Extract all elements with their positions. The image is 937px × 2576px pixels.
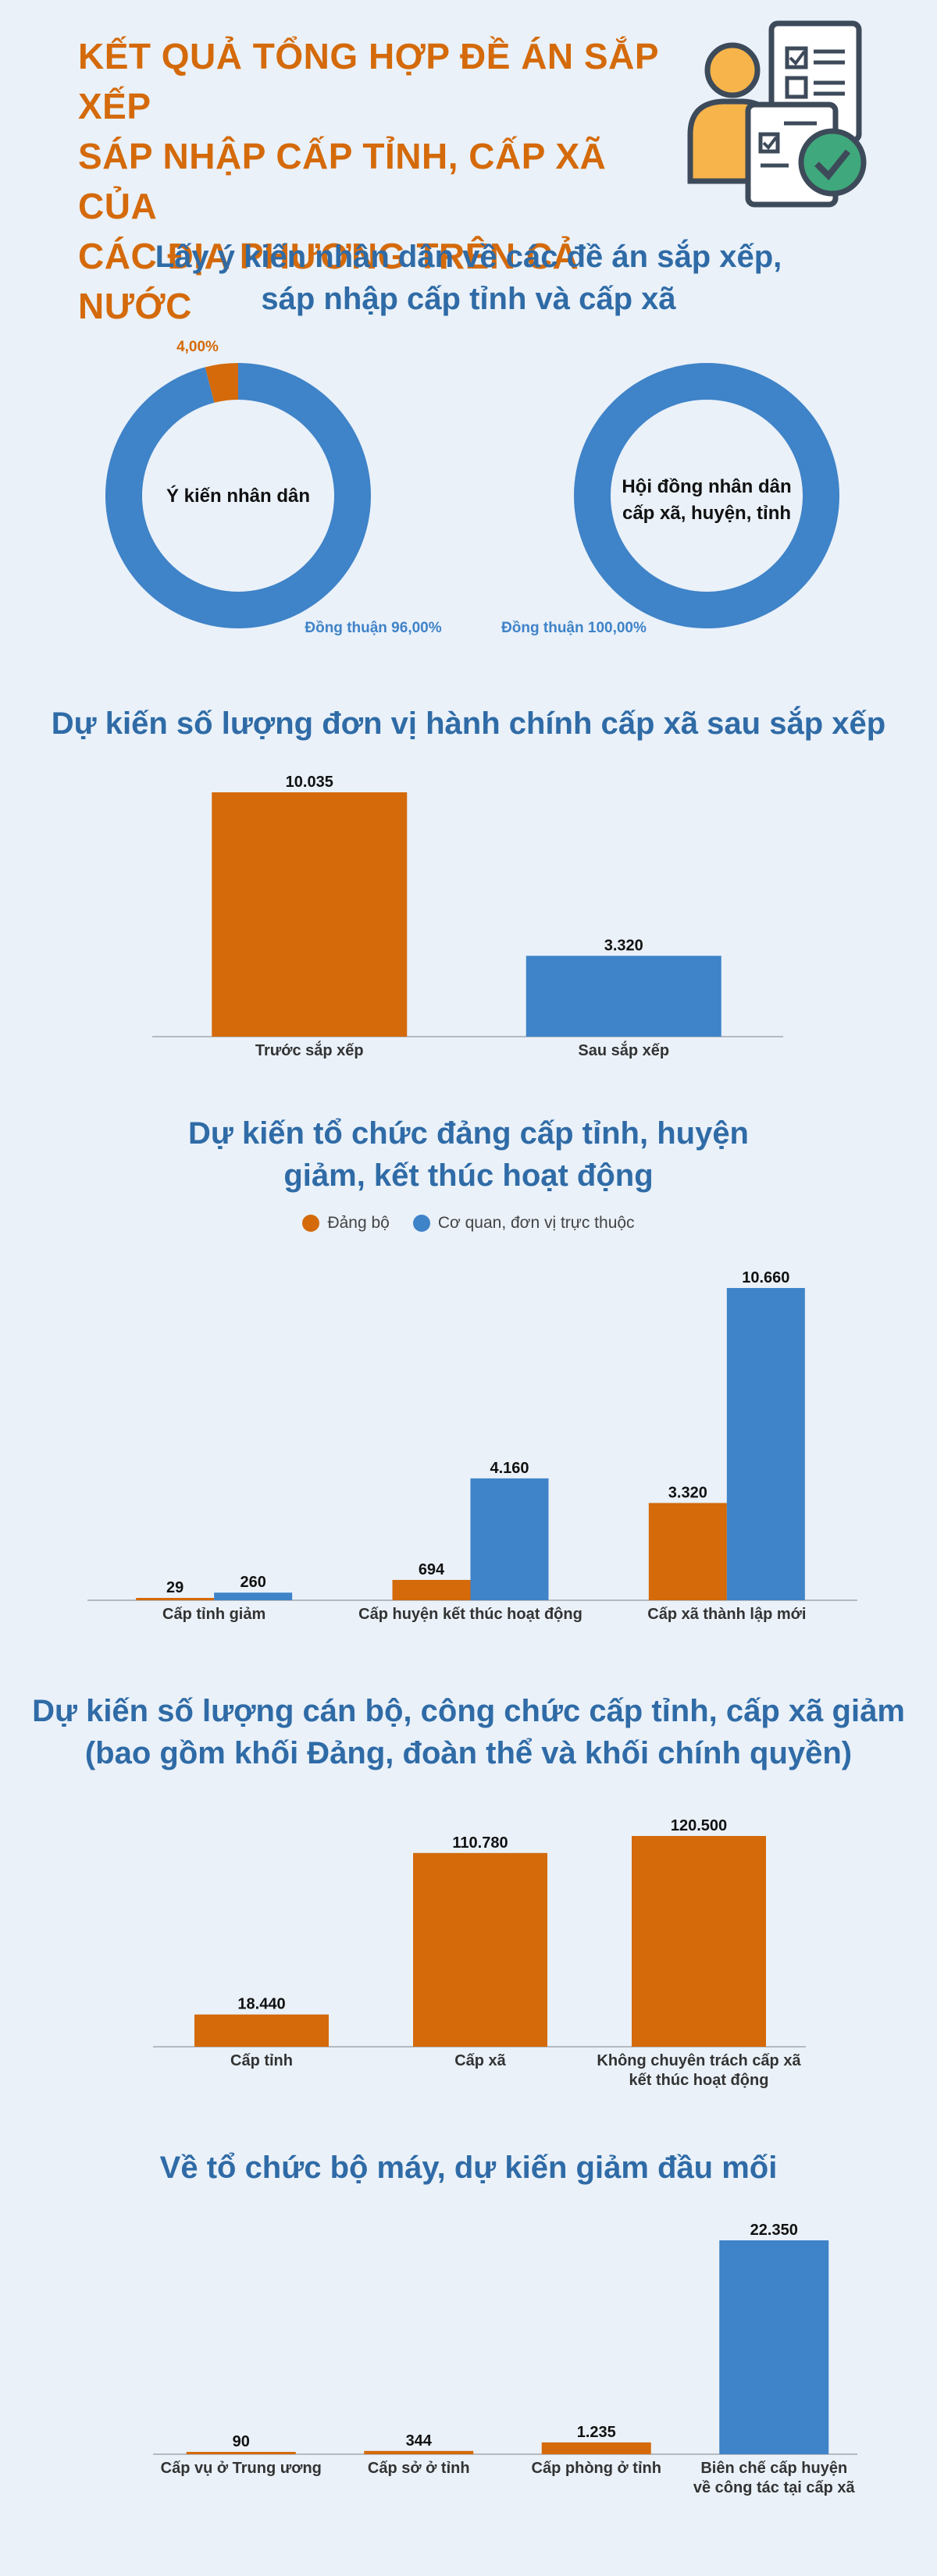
bar-chart-apparatus: 90 Cấp vụ ở Trung ương 344 Cấp sở ở tỉnh 1.2… (153, 2222, 857, 2496)
legend-label: Đảng bộ (327, 1214, 390, 1232)
x-tick-label: Cấp vụ ở Trung ương (161, 2460, 322, 2477)
bar-value-label: 22.350 (750, 2222, 798, 2239)
bar (648, 1503, 727, 1600)
bar-value-label: 3.320 (668, 1484, 707, 1501)
bar-value-label: 1.235 (577, 2424, 616, 2441)
x-tick-label: Sau sắp xếp (578, 1041, 669, 1059)
donut-slice (205, 363, 238, 403)
bar-value-label: 110.780 (452, 1834, 508, 1852)
bar (632, 1836, 766, 2047)
bar-value-label: 344 (406, 2432, 433, 2450)
section-title-public-opinion: Lấy ý kiến nhân dân về các đề án sắp xếp… (155, 240, 782, 316)
x-tick-label: Cấp xã (454, 2052, 506, 2069)
bar-value-label: 10.035 (286, 774, 333, 791)
legend-label: Cơ quan, đơn vị trực thuộc (437, 1214, 635, 1232)
bar (214, 1592, 293, 1600)
infographic-title: KẾT QUẢ TỔNG HỢP ĐỀ ÁN SẮP XẾP SÁP NHẬP … (78, 36, 659, 326)
x-tick-label: Cấp xã thành lập mới (647, 1606, 806, 1623)
bar (364, 2450, 474, 2454)
bar-value-label: 260 (240, 1574, 265, 1591)
bar (470, 1478, 549, 1600)
bar (541, 2442, 651, 2454)
bar (194, 2014, 329, 2047)
bar (726, 1288, 805, 1600)
legend-swatch-blue (412, 1215, 430, 1232)
donut-slice-label: Đồng thuận 96,00% (305, 620, 441, 636)
bar (719, 2240, 829, 2454)
section-title-commune-units: Dự kiến số lượng đơn vị hành chính cấp x… (51, 706, 886, 741)
bar-value-label: 3.320 (604, 937, 643, 954)
x-tick-label: Cấp tỉnh giảm (162, 1606, 265, 1623)
section-title-apparatus: Về tổ chức bộ máy, dự kiến giảm đầu mối (159, 2151, 778, 2185)
donut-center-label: Hội đồng nhân dân cấp xã, huyện, tỉnh (622, 476, 791, 524)
legend-item-dang-bo: Đảng bộ (302, 1214, 390, 1233)
donut-charts: Đồng thuận 96,00% 4,00% Ý kiến nhân dân Đồn… (105, 339, 839, 636)
bar-value-label: 90 (233, 2433, 250, 2450)
x-tick-label: Biên chế cấp huyện về công tác tại cấp xã (693, 2460, 856, 2496)
bar-chart-officials: 18.440 Cấp tỉnh 110.780 Cấp xã 120.500 Không … (153, 1817, 806, 2089)
bar-chart-commune-units: 10.035 Trước sắp xếp 3.320 Sau sắp xếp (152, 774, 783, 1059)
chart-legend: Đảng bộ Cơ quan, đơn vị trực thuộc (0, 1214, 937, 1233)
section-title-party-organizations: Dự kiến tổ chức đảng cấp tỉnh, huyện giả… (187, 1116, 749, 1193)
bar-chart-party-organizations: 29 260 Cấp tỉnh giảm 694 4.160 Cấp huyện kết … (87, 1269, 857, 1623)
bar-value-label: 694 (419, 1561, 445, 1578)
bar (392, 1579, 471, 1600)
bar-value-label: 4.160 (490, 1460, 529, 1477)
bar (212, 792, 408, 1037)
x-tick-label: Không chuyên trách cấp xã kết thúc hoạt đ… (597, 2052, 801, 2089)
x-tick-label: Cấp sở ở tỉnh (368, 2460, 470, 2477)
legend-swatch-orange (302, 1215, 320, 1232)
donut-slice-label: Đồng thuận 100,00% (501, 620, 647, 636)
section-title-officials: Dự kiến số lượng cán bộ, công chức cấp t… (32, 1694, 905, 1770)
bar (526, 955, 721, 1037)
x-tick-label: Trước sắp xếp (255, 1041, 364, 1059)
person-document-checkmark-icon (687, 20, 867, 208)
bar-value-label: 120.500 (671, 1817, 727, 1834)
bar-value-label: 18.440 (237, 1996, 285, 2013)
bar (136, 1598, 215, 1600)
bar (186, 2452, 296, 2454)
donut-center-label: Ý kiến nhân dân (166, 485, 310, 507)
bar-value-label: 29 (166, 1579, 183, 1596)
donut-slice-label: 4,00% (176, 339, 219, 355)
bar (413, 1852, 547, 2047)
legend-item-co-quan: Cơ quan, đơn vị trực thuộc (412, 1214, 635, 1233)
donut-slice (574, 363, 839, 628)
bar-value-label: 10.660 (742, 1269, 789, 1286)
x-tick-label: Cấp huyện kết thúc hoạt động (358, 1606, 583, 1623)
x-tick-label: Cấp phòng ở tỉnh (532, 2460, 661, 2477)
x-tick-label: Cấp tỉnh (230, 2052, 293, 2069)
